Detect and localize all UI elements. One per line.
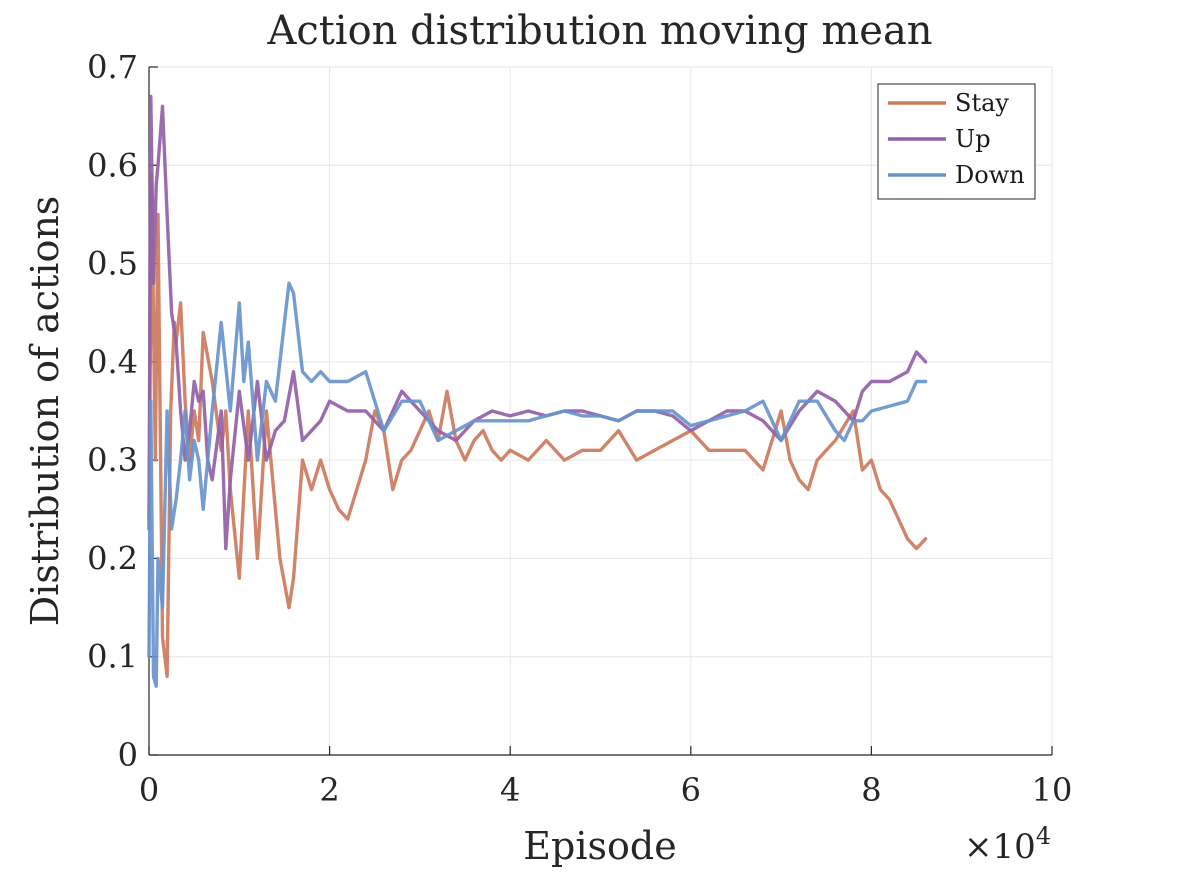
y-axis-label: Distribution of actions xyxy=(23,196,67,627)
x-exponent-label: ×104 xyxy=(964,822,1051,867)
series-line-stay xyxy=(147,173,928,679)
x-axis-label: Episode xyxy=(523,824,676,868)
y-tick-label: 0.5 xyxy=(87,245,138,283)
y-tick-label: 0.3 xyxy=(87,441,138,479)
x-tick-label: 10 xyxy=(1032,771,1073,809)
x-tick-label: 2 xyxy=(319,771,339,809)
y-tick-label: 0.7 xyxy=(87,48,138,86)
y-tick-label: 0.6 xyxy=(87,146,138,184)
x-tick-label: 6 xyxy=(681,771,701,809)
legend-label-up: Up xyxy=(955,125,991,153)
x-exponent-power: 4 xyxy=(1036,822,1051,850)
y-tick-label: 0.1 xyxy=(87,638,138,676)
x-tick-label: 4 xyxy=(500,771,520,809)
legend-items: Stay Up Down xyxy=(888,89,1025,189)
svg-text:×104: ×104 xyxy=(964,822,1051,867)
y-tick-label: 0.4 xyxy=(87,343,138,381)
x-exponent-base: ×10 xyxy=(964,827,1036,867)
legend-label-down: Down xyxy=(955,161,1025,189)
x-tick-label: 8 xyxy=(861,771,881,809)
y-tick-label: 0 xyxy=(118,736,138,774)
series-group xyxy=(147,94,928,688)
ticks: 0 2 4 6 8 10 0 0.1 0.2 0.3 0.4 0.5 0.6 0.7 xyxy=(87,48,1072,809)
legend: Stay Up Down xyxy=(877,83,1036,200)
chart-title: Action distribution moving mean xyxy=(266,8,932,54)
series-line-down xyxy=(147,281,928,688)
y-tick-label: 0.2 xyxy=(87,539,138,577)
legend-label-stay: Stay xyxy=(955,89,1009,117)
x-tick-label: 0 xyxy=(139,771,159,809)
